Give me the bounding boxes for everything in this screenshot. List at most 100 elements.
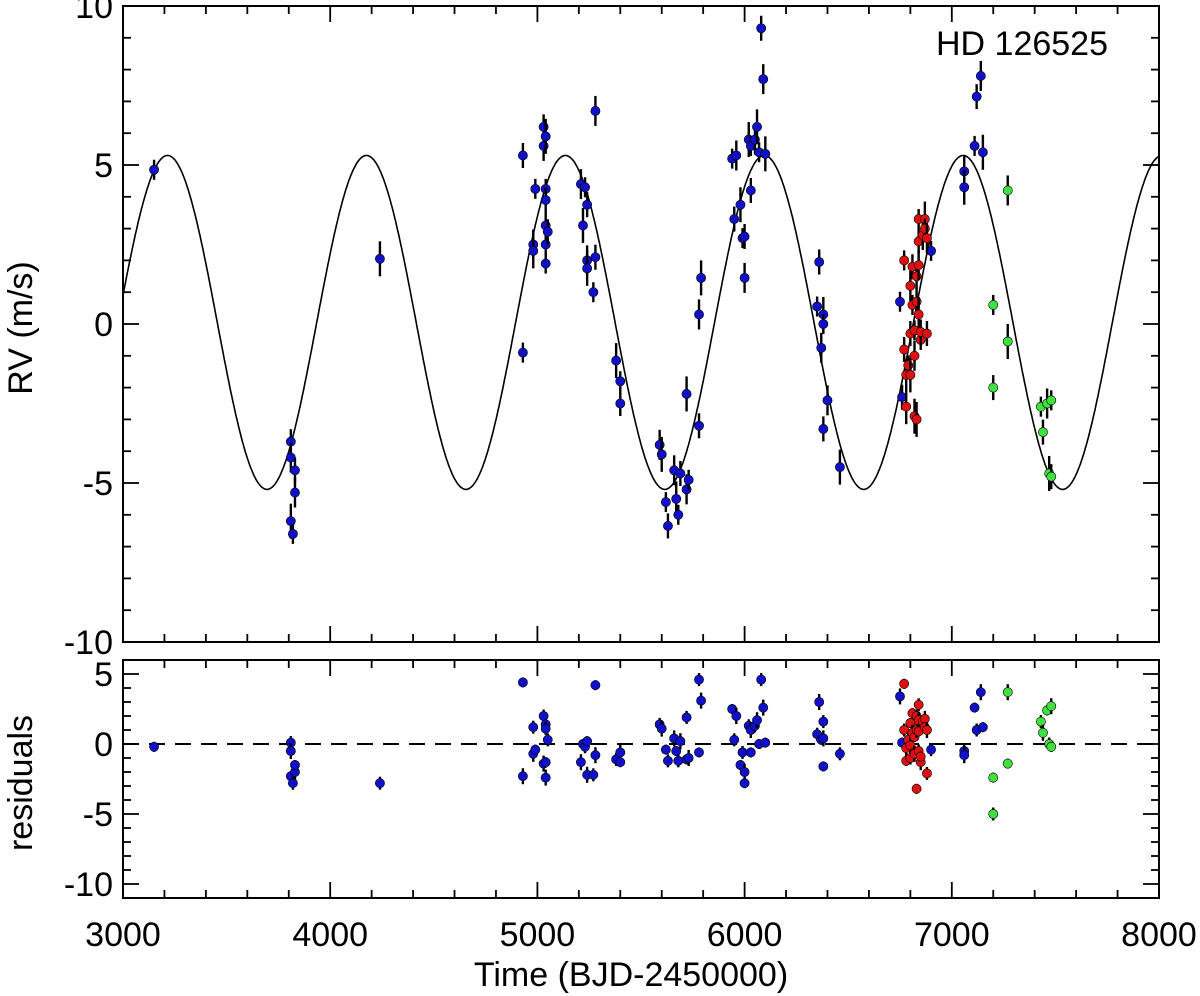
data-point [1035, 715, 1046, 729]
data-marker [528, 245, 539, 256]
data-marker [911, 783, 922, 794]
data-point [660, 492, 671, 513]
y-tick-label: 0 [94, 726, 113, 764]
data-point [926, 240, 936, 261]
data-point [899, 336, 910, 362]
data-point [1002, 323, 1013, 359]
data-point [975, 60, 986, 91]
data-marker [675, 468, 686, 479]
keplerian-fit-curve [122, 154, 1160, 491]
data-point [895, 688, 905, 705]
data-marker [615, 376, 626, 387]
data-point [729, 733, 740, 747]
data-marker [285, 516, 296, 527]
data-point [959, 747, 970, 764]
data-marker [540, 258, 551, 269]
data-point [290, 760, 300, 770]
y-tick-label: -5 [83, 465, 113, 503]
data-marker [895, 296, 905, 307]
data-marker [288, 528, 298, 539]
data-point [285, 743, 296, 759]
data-point [590, 680, 601, 691]
data-point [911, 401, 922, 437]
data-marker [517, 150, 528, 161]
data-marker [756, 23, 767, 34]
data-marker [290, 465, 300, 476]
data-point [285, 442, 296, 473]
y-tick-label: -10 [64, 866, 113, 904]
data-point [922, 766, 932, 780]
data-marker [517, 677, 528, 688]
data-marker [1002, 336, 1013, 347]
data-marker [988, 300, 999, 310]
data-point [580, 177, 590, 198]
data-marker [663, 521, 673, 531]
data-marker [922, 725, 932, 735]
data-marker [542, 734, 553, 745]
data-point [149, 741, 159, 752]
star-name-annotation: HD 126525 [936, 25, 1108, 63]
data-marker [745, 185, 756, 196]
data-point [673, 754, 684, 768]
data-marker [988, 809, 999, 819]
data-marker [582, 263, 593, 274]
data-point [969, 702, 980, 713]
time-x-axis-title: Time (BJD-2450000) [474, 956, 788, 994]
data-point [663, 513, 673, 539]
data-marker [530, 744, 541, 755]
data-marker [656, 723, 667, 734]
data-point [540, 722, 551, 736]
data-marker [735, 199, 746, 210]
data-marker [590, 680, 601, 691]
data-point [818, 715, 829, 729]
residuals-panel-frame [122, 659, 1160, 899]
data-point [615, 391, 626, 416]
data-marker [1002, 687, 1013, 698]
data-marker [899, 344, 910, 355]
data-point [517, 768, 528, 785]
data-marker [540, 195, 551, 205]
data-marker [615, 398, 626, 409]
data-marker [590, 750, 601, 761]
data-marker [663, 755, 673, 766]
data-marker [1038, 727, 1048, 738]
data-marker [969, 702, 980, 713]
y-tick-label: 10 [75, 0, 113, 26]
data-point [729, 206, 740, 232]
data-point [754, 142, 765, 163]
data-marker [899, 255, 910, 266]
data-marker [835, 748, 845, 759]
data-point [816, 332, 827, 363]
data-marker [926, 744, 936, 755]
data-marker [375, 253, 385, 264]
data-marker [580, 182, 590, 193]
data-point [969, 135, 980, 156]
data-point [975, 684, 986, 701]
data-marker [814, 257, 825, 267]
data-point [576, 754, 586, 771]
data-point [1046, 390, 1057, 411]
data-point [818, 730, 829, 747]
data-point [745, 177, 756, 203]
data-point [922, 223, 932, 254]
data-point [818, 761, 829, 772]
data-marker [1038, 427, 1048, 438]
data-point [899, 678, 910, 689]
data-point [812, 296, 823, 317]
data-point [694, 413, 704, 439]
data-marker [729, 214, 740, 224]
data-marker [913, 309, 924, 320]
data-marker [752, 715, 762, 726]
data-marker [538, 711, 549, 721]
data-marker [694, 420, 704, 431]
data-point [675, 733, 686, 750]
data-point [694, 673, 704, 687]
data-point [739, 778, 750, 789]
data-point [290, 477, 300, 508]
data-point [611, 343, 622, 379]
data-point [540, 118, 551, 154]
data-marker [901, 401, 912, 412]
data-marker [822, 395, 833, 406]
data-point [375, 241, 385, 277]
